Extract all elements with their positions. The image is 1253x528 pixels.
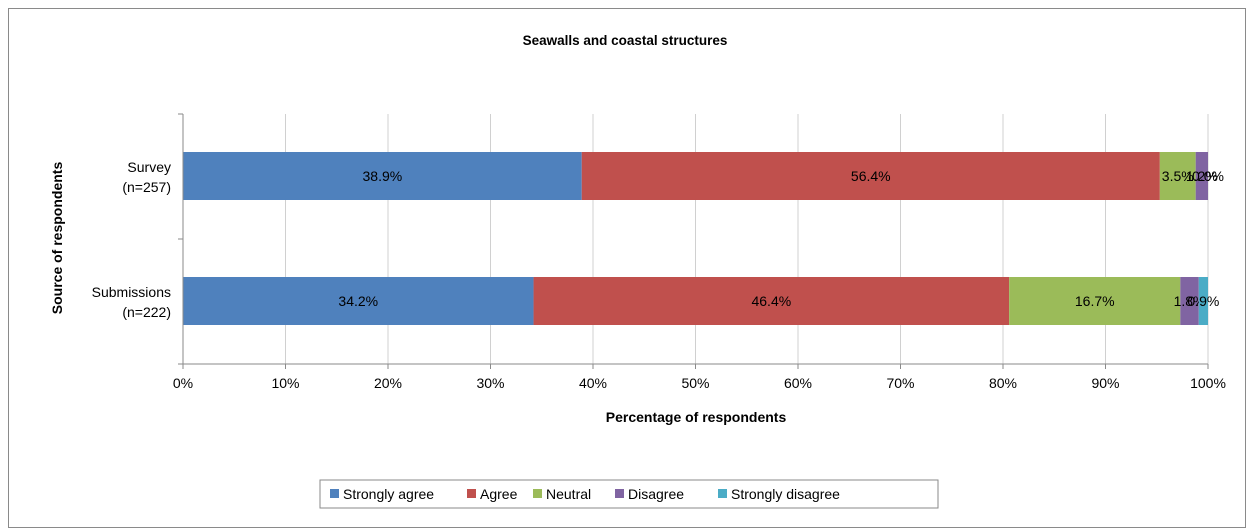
bars: 38.9% 56.4% 3.5%1.2%0.0% 34.2% 46.4% 16.7% 1.8… — [183, 152, 1224, 325]
bar-segment — [1195, 152, 1208, 200]
data-label: 16.7% — [1075, 293, 1115, 309]
x-tick-label: 30% — [476, 375, 504, 391]
legend-label: Strongly disagree — [731, 486, 840, 502]
x-tick-label: 90% — [1091, 375, 1119, 391]
legend-label: Agree — [480, 486, 518, 502]
chart-frame — [8, 8, 1246, 528]
x-tick-label: 100% — [1190, 375, 1226, 391]
category-label: (n=257) — [122, 179, 171, 195]
x-tick-label: 20% — [374, 375, 402, 391]
x-tick-label: 50% — [681, 375, 709, 391]
category-label: (n=222) — [122, 304, 171, 320]
bar-segment — [1009, 277, 1181, 325]
category-label: Survey — [127, 159, 171, 175]
data-label: 1.2% — [1186, 168, 1218, 184]
x-axis-title: Percentage of respondents — [606, 409, 787, 425]
legend-swatch — [533, 489, 542, 498]
legend-box — [319, 479, 939, 509]
data-label: 3.5% — [1162, 168, 1194, 184]
legend-swatch — [330, 489, 339, 498]
chart-canvas: Seawalls and coastal structures 38.9% 56.… — [49, 33, 1226, 509]
bar-segment — [581, 152, 1160, 200]
x-tick-label: 60% — [784, 375, 812, 391]
legend-swatch — [467, 489, 476, 498]
bar-segment — [183, 277, 534, 325]
x-tick-label: 40% — [579, 375, 607, 391]
data-label: 1.8% — [1174, 293, 1206, 309]
data-label: 46.4% — [751, 293, 791, 309]
x-tick-label: 0% — [173, 375, 193, 391]
data-label: 0.9% — [1187, 293, 1219, 309]
x-tick-label: 10% — [271, 375, 299, 391]
data-label: 34.2% — [338, 293, 378, 309]
legend-label: Neutral — [546, 486, 591, 502]
legend-label: Strongly agree — [343, 486, 434, 502]
legend: Strongly agree Agree Neutral Disagree Strong… — [319, 479, 939, 509]
y-axis-title: Source of respondents — [49, 162, 65, 315]
bar-segment — [1180, 277, 1199, 325]
data-label: 38.9% — [363, 168, 403, 184]
axes: 0% 10% 20% 30% 40% 50% 60% 70% 80% 90% 100% Survey (… — [92, 113, 1226, 391]
data-label: 56.4% — [851, 168, 891, 184]
gridlines — [285, 114, 1209, 364]
legend-swatch — [615, 489, 624, 498]
bar-segment — [1198, 277, 1208, 325]
x-tick-label: 80% — [989, 375, 1017, 391]
x-tick-label: 70% — [886, 375, 914, 391]
chart-title: Seawalls and coastal structures — [523, 33, 728, 48]
category-label: Submissions — [92, 284, 171, 300]
bar-segment — [533, 277, 1010, 325]
bar-segment — [1159, 152, 1196, 200]
legend-swatch — [718, 489, 727, 498]
legend-label: Disagree — [628, 486, 684, 502]
bar-segment — [183, 152, 582, 200]
data-label: 0.0% — [1192, 168, 1224, 184]
